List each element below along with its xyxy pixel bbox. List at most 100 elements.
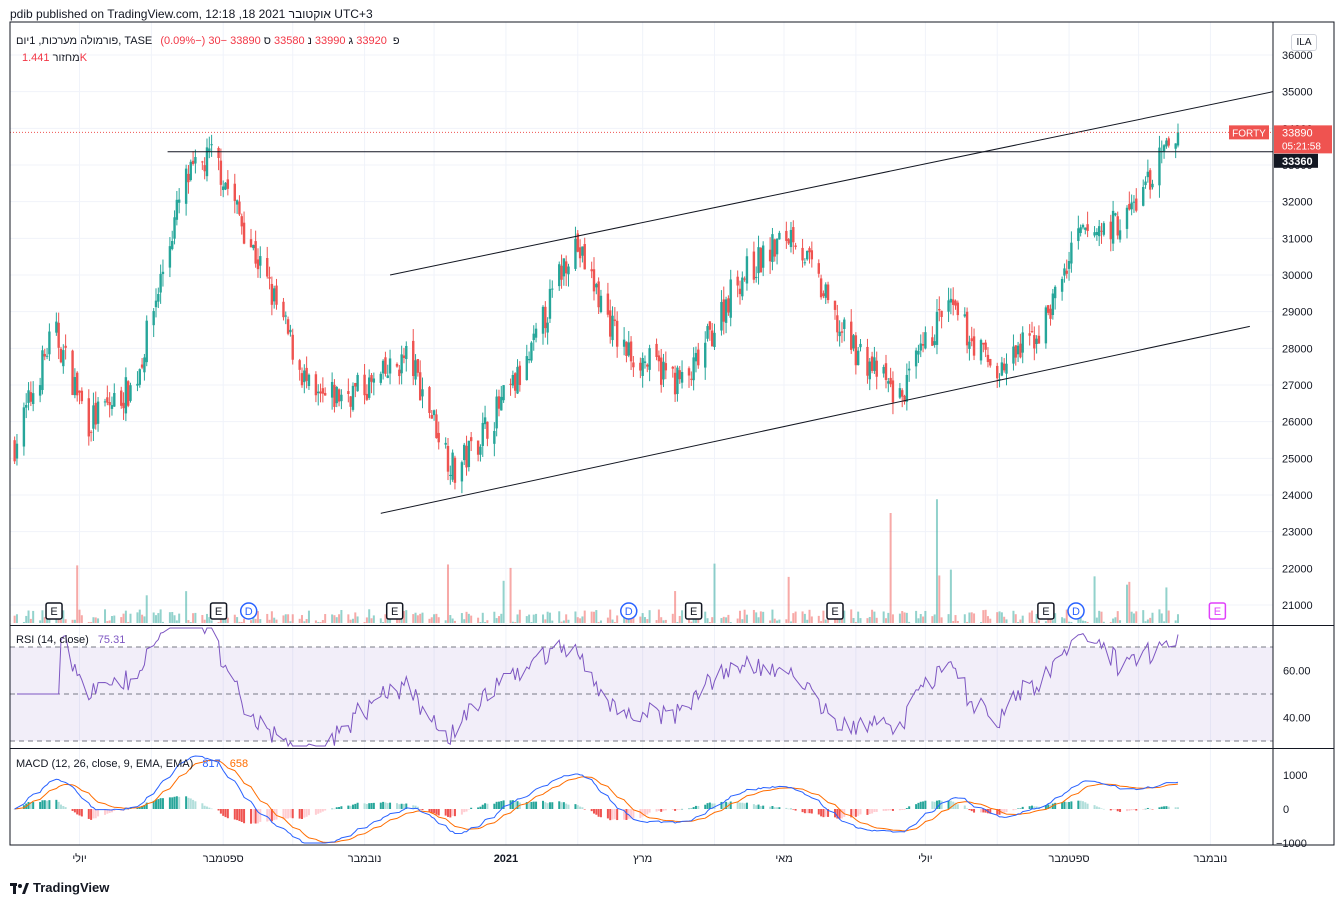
macd-histogram-bar [581, 807, 584, 809]
macd-histogram-bar [106, 809, 109, 814]
volume-bar [514, 622, 517, 623]
macd-histogram-bar [477, 807, 480, 809]
earnings-marker[interactable]: E [826, 602, 844, 620]
earnings-marker[interactable]: E [684, 602, 703, 620]
volume-bar [560, 621, 563, 623]
candle-body [486, 421, 489, 439]
macd-histogram-bar [479, 806, 482, 809]
macd-histogram-bar [192, 799, 195, 809]
volume-bar [562, 620, 565, 623]
candles[interactable] [13, 123, 1180, 494]
dividend-marker[interactable]: D [239, 602, 258, 620]
earnings-marker[interactable]: E [385, 602, 404, 620]
volume-bar [90, 622, 93, 623]
candle-body [673, 372, 677, 395]
earnings-marker[interactable]: E [1208, 602, 1227, 620]
candle-body [859, 343, 862, 348]
earnings-marker[interactable]: E [1037, 602, 1055, 620]
macd-histogram-bar [484, 803, 487, 809]
candle-body [998, 379, 1001, 381]
dividend-marker[interactable]: D [620, 602, 638, 620]
macd-histogram-bar [745, 802, 748, 809]
volume-bar [915, 610, 918, 623]
macd-histogram-bar [660, 809, 663, 812]
volume-bar [127, 622, 130, 623]
macd-histogram-bar [1098, 807, 1101, 809]
volume-bar [931, 616, 934, 623]
volume-bar [1051, 620, 1054, 623]
macd-histogram-bar [949, 800, 952, 809]
volume-bar [324, 614, 327, 623]
macd-histogram-bar [729, 801, 732, 809]
candle-body [574, 238, 577, 269]
candle-body [578, 247, 582, 259]
macd-histogram-bar [386, 803, 389, 809]
macd-histogram-bar [203, 805, 206, 809]
macd-histogram-bar [236, 809, 239, 821]
macd-histogram-bar [743, 803, 746, 809]
volume-bar [690, 621, 693, 623]
volume-bar [321, 619, 324, 623]
candle-body [1084, 227, 1087, 230]
candle-body [402, 355, 406, 359]
macd-histogram-bar [871, 809, 874, 814]
macd-histogram-bar [284, 809, 287, 819]
volume-bar [1061, 617, 1064, 623]
volume-bar [1149, 617, 1152, 623]
countdown-tag-text: 05:21:58 [1282, 141, 1321, 152]
legend-change: −30 (−0.09%) [160, 35, 228, 47]
volume-bar [891, 614, 894, 623]
rsi-label: RSI (14, close) [16, 634, 89, 646]
volume-bar [1176, 614, 1179, 623]
volume-bar [157, 613, 160, 623]
currency-badge[interactable]: ILA [1291, 34, 1317, 51]
volume-bar [1070, 621, 1073, 623]
volume-bar [192, 613, 195, 623]
candle-body [177, 199, 181, 203]
macd-histogram-bar [738, 802, 741, 809]
symbol-tag-text: FORTY [1232, 128, 1266, 139]
candle-body [768, 249, 772, 262]
lower-channel-line[interactable] [380, 325, 1250, 514]
macd-histogram-bar [1128, 809, 1131, 811]
volume-bar [720, 618, 723, 623]
volume-bar [648, 610, 651, 623]
candle-body [1151, 183, 1154, 188]
volume-bar [771, 609, 774, 623]
macd-histogram-bar [256, 809, 259, 824]
volume-bar [664, 619, 667, 623]
candle-body [430, 415, 433, 419]
candle-body [979, 340, 983, 361]
volume-bar [1044, 621, 1047, 623]
macd-histogram-bar [289, 809, 292, 818]
volume-bar [187, 620, 190, 623]
trendlines[interactable] [10, 91, 1274, 514]
rsi-band [10, 646, 1273, 742]
volume-bar [1014, 614, 1017, 623]
dividend-marker[interactable]: D [1067, 602, 1085, 620]
candle-body [972, 336, 976, 356]
volume-bar [574, 611, 577, 623]
candle-body [792, 227, 795, 243]
volume-bar [511, 621, 514, 623]
macd-histogram-bar [725, 801, 728, 809]
macd-histogram-bar [915, 804, 918, 809]
earnings-marker[interactable]: E [45, 602, 63, 620]
macd-histogram-bar [303, 809, 306, 818]
upper-channel-line[interactable] [389, 91, 1274, 276]
volume-bar [662, 620, 665, 623]
volume-bar [743, 609, 746, 623]
earnings-marker[interactable]: E [209, 602, 228, 620]
volume-bar [901, 611, 904, 623]
volume-bar [479, 622, 482, 623]
volume-bar [998, 611, 1001, 623]
candle-body [516, 366, 519, 394]
candle-body [532, 333, 535, 341]
macd-histogram-bar [219, 809, 222, 814]
macd-histogram-bar [678, 809, 681, 810]
volume-bar [1021, 615, 1024, 623]
macd-histogram-bar [922, 801, 925, 809]
footer-brand[interactable]: TradingView [10, 880, 109, 895]
